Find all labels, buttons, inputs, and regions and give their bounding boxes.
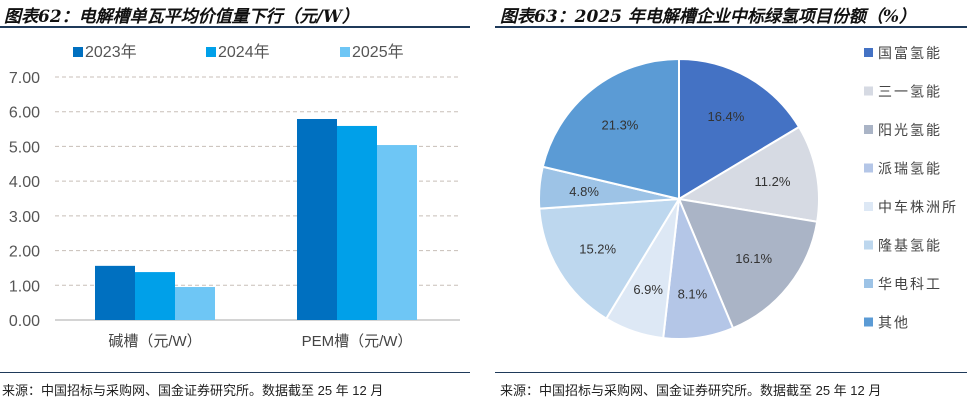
pie-slice-0	[678, 57, 801, 201]
slice-label: 11.2%	[755, 174, 791, 189]
pie-slice-2	[677, 197, 819, 330]
bar-2023年-0	[95, 265, 135, 320]
legend-label: 华电科工	[878, 276, 942, 292]
right-source-rule	[495, 372, 967, 373]
y-tick-label: 0.00	[9, 313, 40, 330]
y-tick-label: 4.00	[9, 174, 40, 191]
x-tick-label: PEM槽（元/W）	[302, 333, 413, 350]
legend-label: 派瑞氢能	[878, 161, 942, 177]
legend-label: 阳光氢能	[878, 122, 942, 138]
y-tick-label: 3.00	[9, 209, 40, 226]
slice-label: 4.8%	[569, 184, 599, 199]
legend-swatch	[864, 202, 873, 211]
slice-label: 16.4%	[707, 109, 744, 124]
slice-label: 6.9%	[633, 282, 663, 297]
legend-swatch	[864, 317, 873, 327]
y-tick-label: 2.00	[9, 244, 40, 261]
left-source: 来源：中国招标与采购网、国金证券研究所。数据截至 25 年 12 月	[2, 383, 384, 398]
right-source: 来源：中国招标与采购网、国金证券研究所。数据截至 25 年 12 月	[500, 383, 882, 398]
legend-label: 中车株洲所	[878, 199, 958, 215]
legend-swatch	[864, 48, 873, 57]
legend-label: 国富氢能	[878, 45, 942, 61]
pie-slice-5	[538, 197, 681, 320]
bar-2023年-1	[297, 119, 337, 320]
bar-2025年-0	[175, 287, 215, 320]
legend-label: 2025年	[352, 43, 404, 61]
left-chart-title: 图表62：电解槽单瓦平均价值量下行（元/W）	[4, 7, 359, 27]
y-tick-label: 6.00	[9, 105, 40, 122]
y-tick-label: 1.00	[9, 278, 40, 295]
legend-swatch	[864, 240, 873, 250]
bar-chart: 0.00 1.00 2.00 3.00 4.00 5.00 6.00 7.00 2023年 202…	[9, 43, 460, 350]
bar-2025年-1	[377, 145, 417, 320]
legend-swatch	[206, 47, 216, 57]
legend-swatch	[864, 86, 873, 96]
legend-label: 2023年	[85, 43, 137, 61]
legend-label: 2024年	[218, 43, 270, 61]
legend-swatch	[73, 47, 83, 57]
left-source-rule	[0, 372, 470, 373]
pie-slice-1	[676, 125, 820, 223]
slice-label: 8.1%	[678, 286, 708, 301]
legend-swatch	[864, 279, 873, 288]
right-title-rule	[495, 26, 967, 28]
bar-2024年-0	[135, 272, 175, 320]
slice-label: 16.1%	[735, 251, 772, 266]
left-title-rule	[0, 26, 470, 28]
pie-slice-7	[541, 57, 680, 201]
y-tick-label: 7.00	[9, 70, 40, 87]
legend-swatch	[864, 163, 873, 173]
slice-label: 15.2%	[579, 241, 616, 256]
pie-chart: 16.4% 11.2% 16.1% 8.1% 6.9% 15.2% 4.8% 21.3% 国富氢…	[538, 45, 958, 340]
right-chart-title: 图表63：2025 年电解槽企业中标绿氢项目份额（%）	[500, 7, 917, 27]
bar-2024年-1	[337, 125, 377, 320]
y-tick-label: 5.00	[9, 139, 40, 156]
legend-label: 其他	[878, 315, 910, 331]
legend-label: 隆基氢能	[878, 238, 942, 254]
x-tick-label: 碱槽（元/W）	[108, 333, 201, 350]
slice-label: 21.3%	[602, 117, 639, 132]
legend-swatch	[864, 125, 873, 134]
legend-label: 三一氢能	[878, 84, 942, 100]
legend-swatch	[340, 47, 350, 57]
